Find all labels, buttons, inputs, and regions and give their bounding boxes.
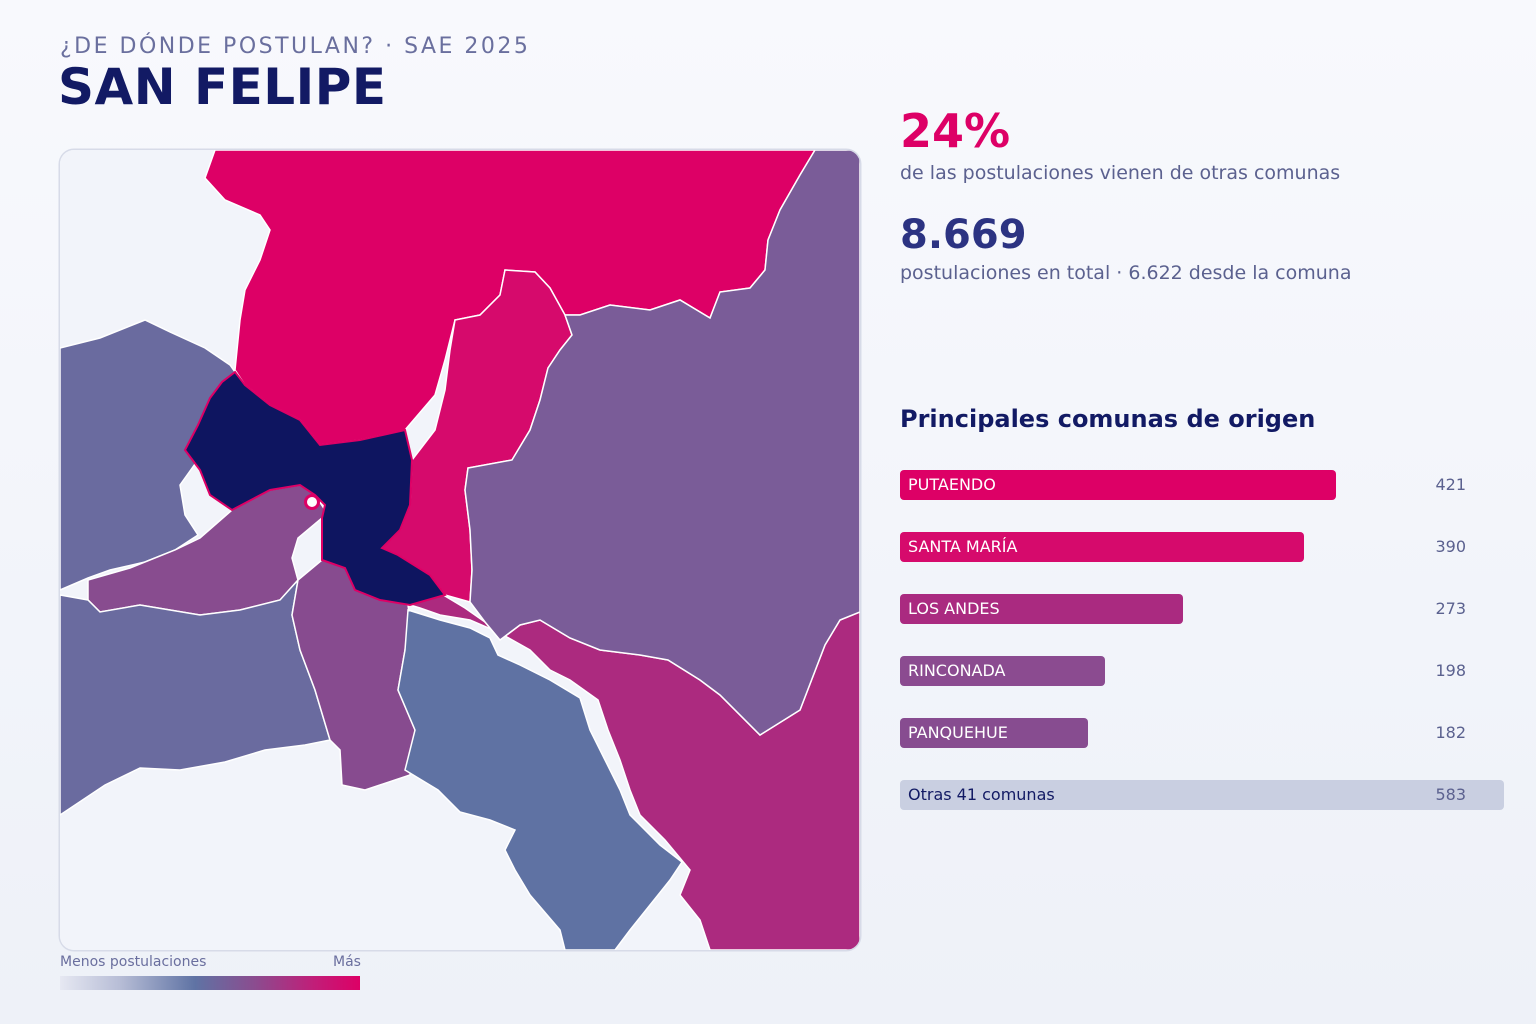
legend-low-label: Menos postulaciones [60, 954, 207, 970]
legend-gradient [60, 976, 360, 990]
ranking-row-others[interactable]: Otras 41 comunas 583 [900, 780, 1504, 810]
ranking-value: 390 [1435, 537, 1466, 556]
ranking-name: RINCONADA [908, 661, 1006, 680]
map-svg [60, 150, 860, 950]
ranking-bar [900, 594, 1183, 624]
total-applications-caption: postulaciones en total · 6.622 desde la … [900, 262, 1352, 284]
ranking-bar [900, 470, 1336, 500]
ranking-row[interactable]: RINCONADA 198 [900, 656, 1504, 686]
ranking-value-others: 583 [1435, 785, 1466, 804]
ranking-bar [900, 718, 1088, 748]
total-applications: 8.669 [900, 212, 1027, 258]
ranking-row[interactable]: PUTAENDO 421 [900, 470, 1504, 500]
region-san-felipe[interactable] [183, 370, 447, 607]
commune-seat-marker[interactable] [304, 494, 320, 510]
ranking-name: PANQUEHUE [908, 723, 1008, 742]
ranking-value: 182 [1435, 723, 1466, 742]
ranking-value: 421 [1435, 475, 1466, 494]
ranking-bar [900, 532, 1304, 562]
commune-title: SAN FELIPE [58, 58, 387, 116]
ranking-name: PUTAENDO [908, 475, 996, 494]
ranking-bar-others [900, 780, 1504, 810]
outside-percentage: 24% [900, 104, 1011, 158]
ranking-value: 273 [1435, 599, 1466, 618]
ranking-row[interactable]: SANTA MARÍA 390 [900, 532, 1504, 562]
ranking-name-others: Otras 41 comunas [908, 785, 1055, 804]
ranking-row[interactable]: LOS ANDES 273 [900, 594, 1504, 624]
ranking-value: 198 [1435, 661, 1466, 680]
region-south-blue[interactable] [397, 609, 684, 950]
ranking-name: LOS ANDES [908, 599, 1000, 618]
map-supertitle: ¿DE DÓNDE POSTULAN? · SAE 2025 [60, 34, 531, 59]
outside-percentage-caption: de las postulaciones vienen de otras com… [900, 162, 1341, 184]
ranking-name: SANTA MARÍA [908, 537, 1018, 556]
legend-high-label: Más [333, 954, 361, 970]
ranking-title: Principales comunas de origen [900, 405, 1316, 433]
ranking-row[interactable]: PANQUEHUE 182 [900, 718, 1504, 748]
choropleth-map[interactable] [60, 150, 860, 950]
ranking-bar [900, 656, 1105, 686]
region-west[interactable] [60, 319, 236, 591]
region-east[interactable] [464, 150, 860, 736]
